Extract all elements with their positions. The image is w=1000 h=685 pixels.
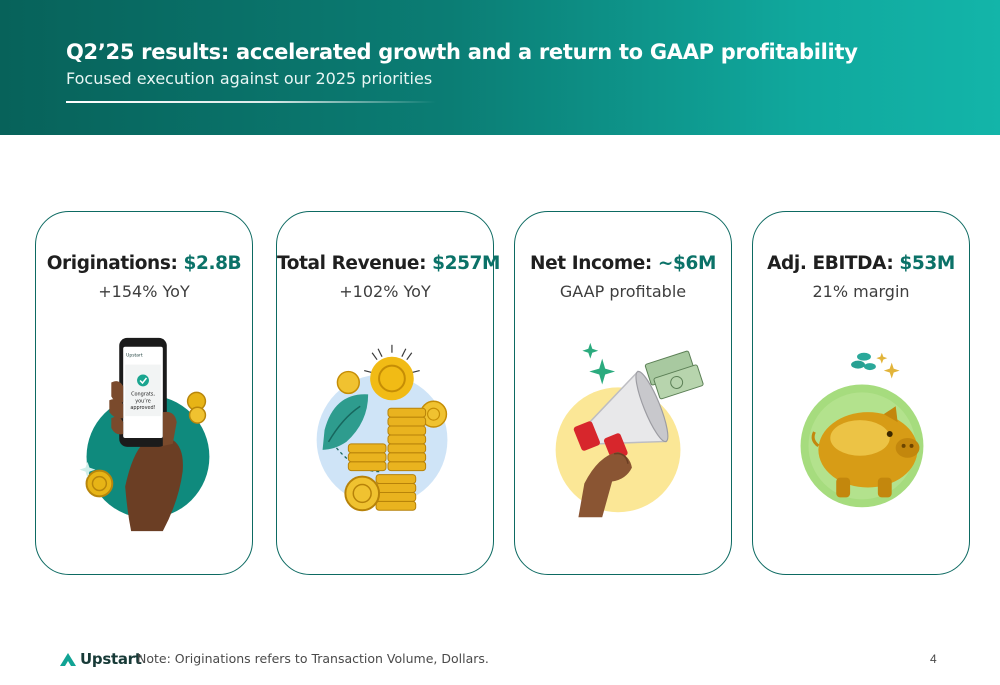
- header-banner: Q2’25 results: accelerated growth and a …: [0, 0, 1000, 135]
- phone-message-line-1: Congrats,: [131, 391, 155, 397]
- phone-app-name: Upstart: [126, 353, 143, 359]
- ebitda-card: Adj. EBITDA: $53M 21% margin: [752, 211, 970, 575]
- revenue-card: Total Revenue: $257M +102% YoY: [276, 211, 500, 575]
- revenue-growth: +102% YoY: [339, 282, 431, 301]
- originations-value: $2.8B: [183, 253, 242, 274]
- originations-label: Originations:: [46, 253, 178, 274]
- revenue-value: $257M: [432, 253, 501, 274]
- net-income-heading: Net Income: ~$6M: [515, 253, 731, 274]
- net-income-status: GAAP profitable: [559, 282, 687, 301]
- slide-subtitle: Focused execution against our 2025 prior…: [66, 69, 433, 88]
- net-income-label: Net Income:: [530, 253, 652, 274]
- originations-heading: Originations: $2.8B: [36, 253, 252, 274]
- logo-wordmark: Upstart: [80, 650, 142, 668]
- revenue-label: Total Revenue:: [277, 253, 427, 274]
- footnote: Note: Originations refers to Transaction…: [137, 651, 489, 666]
- phone-message-line-2: you’re: [135, 398, 151, 404]
- hand-holding-phone-illustration: Upstart Congrats, you’re approved!: [79, 337, 210, 532]
- upstart-logo: Upstart: [60, 650, 142, 668]
- upstart-logo-icon: [60, 652, 76, 666]
- ebitda-label: Adj. EBITDA:: [767, 253, 894, 274]
- slide-title: Q2’25 results: accelerated growth and a …: [66, 40, 858, 64]
- megaphone-illustration: [555, 342, 704, 518]
- piggy-bank-illustration: [800, 352, 924, 508]
- net-income-card: Net Income: ~$6M GAAP profitable: [514, 211, 732, 575]
- revenue-heading: Total Revenue: $257M: [277, 253, 500, 274]
- ebitda-heading: Adj. EBITDA: $53M: [753, 253, 969, 274]
- coin-stacks-illustration: [316, 344, 448, 512]
- phone-message-line-3: approved!: [130, 405, 155, 411]
- originations-growth: +154% YoY: [98, 282, 190, 301]
- title-divider: [66, 101, 436, 103]
- ebitda-value: $53M: [899, 253, 955, 274]
- page-number: 4: [930, 652, 937, 666]
- ebitda-margin: 21% margin: [812, 282, 910, 301]
- originations-card: Originations: $2.8B +154% YoY Upstart Co…: [35, 211, 253, 575]
- net-income-value: ~$6M: [657, 253, 716, 274]
